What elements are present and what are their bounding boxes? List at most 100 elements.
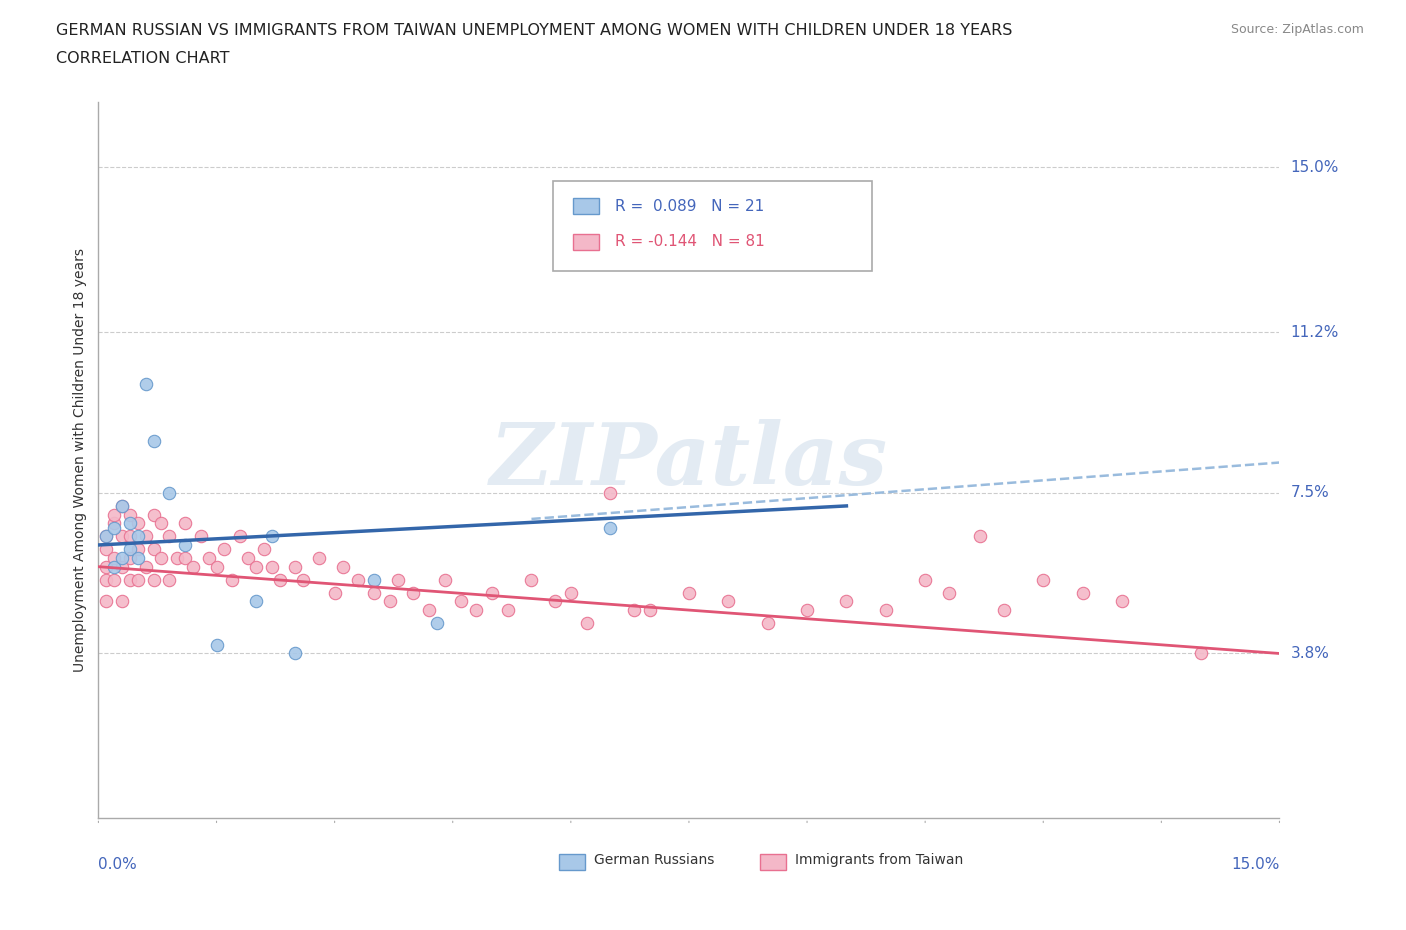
- Point: [269, 572, 291, 587]
- Point: [1111, 594, 1133, 609]
- Point: [127, 542, 149, 557]
- FancyBboxPatch shape: [759, 854, 786, 870]
- Text: Immigrants from Taiwan: Immigrants from Taiwan: [796, 853, 963, 867]
- Point: [135, 559, 157, 574]
- Point: [197, 551, 219, 565]
- Text: 15.0%: 15.0%: [1232, 857, 1279, 872]
- Point: [166, 551, 188, 565]
- Point: [221, 572, 243, 587]
- Point: [426, 616, 449, 631]
- Point: [756, 616, 779, 631]
- Point: [157, 572, 180, 587]
- Point: [938, 585, 960, 600]
- Point: [111, 559, 134, 574]
- Point: [363, 572, 385, 587]
- Point: [118, 529, 141, 544]
- Point: [465, 603, 488, 618]
- Point: [150, 551, 173, 565]
- Point: [1071, 585, 1094, 600]
- FancyBboxPatch shape: [553, 181, 872, 271]
- Point: [174, 551, 197, 565]
- Text: 7.5%: 7.5%: [1291, 485, 1329, 500]
- Point: [638, 603, 661, 618]
- Point: [142, 572, 165, 587]
- Point: [245, 594, 267, 609]
- Point: [347, 572, 370, 587]
- Point: [127, 516, 149, 531]
- Point: [544, 594, 567, 609]
- Point: [1032, 572, 1054, 587]
- Point: [103, 516, 125, 531]
- Point: [111, 594, 134, 609]
- Point: [796, 603, 818, 618]
- Point: [260, 529, 283, 544]
- Point: [135, 529, 157, 544]
- Point: [157, 485, 180, 500]
- Point: [214, 542, 236, 557]
- Point: [599, 520, 621, 535]
- Point: [450, 594, 472, 609]
- Point: [103, 572, 125, 587]
- Point: [520, 572, 543, 587]
- Point: [174, 516, 197, 531]
- Point: [205, 637, 228, 652]
- FancyBboxPatch shape: [574, 198, 599, 214]
- Point: [111, 498, 134, 513]
- Point: [142, 433, 165, 448]
- Text: GERMAN RUSSIAN VS IMMIGRANTS FROM TAIWAN UNEMPLOYMENT AMONG WOMEN WITH CHILDREN : GERMAN RUSSIAN VS IMMIGRANTS FROM TAIWAN…: [56, 23, 1012, 38]
- Text: German Russians: German Russians: [595, 853, 714, 867]
- Text: R =  0.089   N = 21: R = 0.089 N = 21: [614, 199, 763, 214]
- Point: [96, 572, 118, 587]
- Point: [103, 559, 125, 574]
- Point: [717, 594, 740, 609]
- Point: [118, 542, 141, 557]
- Point: [575, 616, 598, 631]
- Point: [150, 516, 173, 531]
- Point: [969, 529, 991, 544]
- Point: [190, 529, 212, 544]
- Point: [96, 559, 118, 574]
- Point: [142, 542, 165, 557]
- Text: 11.2%: 11.2%: [1291, 325, 1339, 339]
- Point: [481, 585, 503, 600]
- Point: [308, 551, 330, 565]
- Point: [205, 559, 228, 574]
- Point: [323, 585, 346, 600]
- Point: [111, 551, 134, 565]
- Point: [260, 559, 283, 574]
- Point: [387, 572, 409, 587]
- Point: [135, 377, 157, 392]
- Point: [363, 585, 385, 600]
- Point: [236, 551, 259, 565]
- Point: [1189, 646, 1212, 661]
- Point: [253, 542, 276, 557]
- Point: [96, 529, 118, 544]
- Text: 15.0%: 15.0%: [1291, 160, 1339, 175]
- Point: [157, 529, 180, 544]
- Point: [96, 542, 118, 557]
- FancyBboxPatch shape: [560, 854, 585, 870]
- Point: [496, 603, 519, 618]
- Point: [433, 572, 456, 587]
- Point: [678, 585, 700, 600]
- Point: [835, 594, 858, 609]
- Point: [835, 181, 858, 196]
- Text: 0.0%: 0.0%: [98, 857, 138, 872]
- Point: [111, 498, 134, 513]
- Point: [914, 572, 936, 587]
- Point: [292, 572, 315, 587]
- Point: [623, 603, 645, 618]
- Point: [245, 559, 267, 574]
- Point: [127, 572, 149, 587]
- Point: [118, 572, 141, 587]
- Point: [103, 520, 125, 535]
- Text: 3.8%: 3.8%: [1291, 646, 1330, 661]
- Text: Source: ZipAtlas.com: Source: ZipAtlas.com: [1230, 23, 1364, 36]
- Point: [402, 585, 425, 600]
- Point: [118, 551, 141, 565]
- Point: [96, 594, 118, 609]
- Point: [378, 594, 401, 609]
- Point: [111, 529, 134, 544]
- Point: [418, 603, 440, 618]
- Text: CORRELATION CHART: CORRELATION CHART: [56, 51, 229, 66]
